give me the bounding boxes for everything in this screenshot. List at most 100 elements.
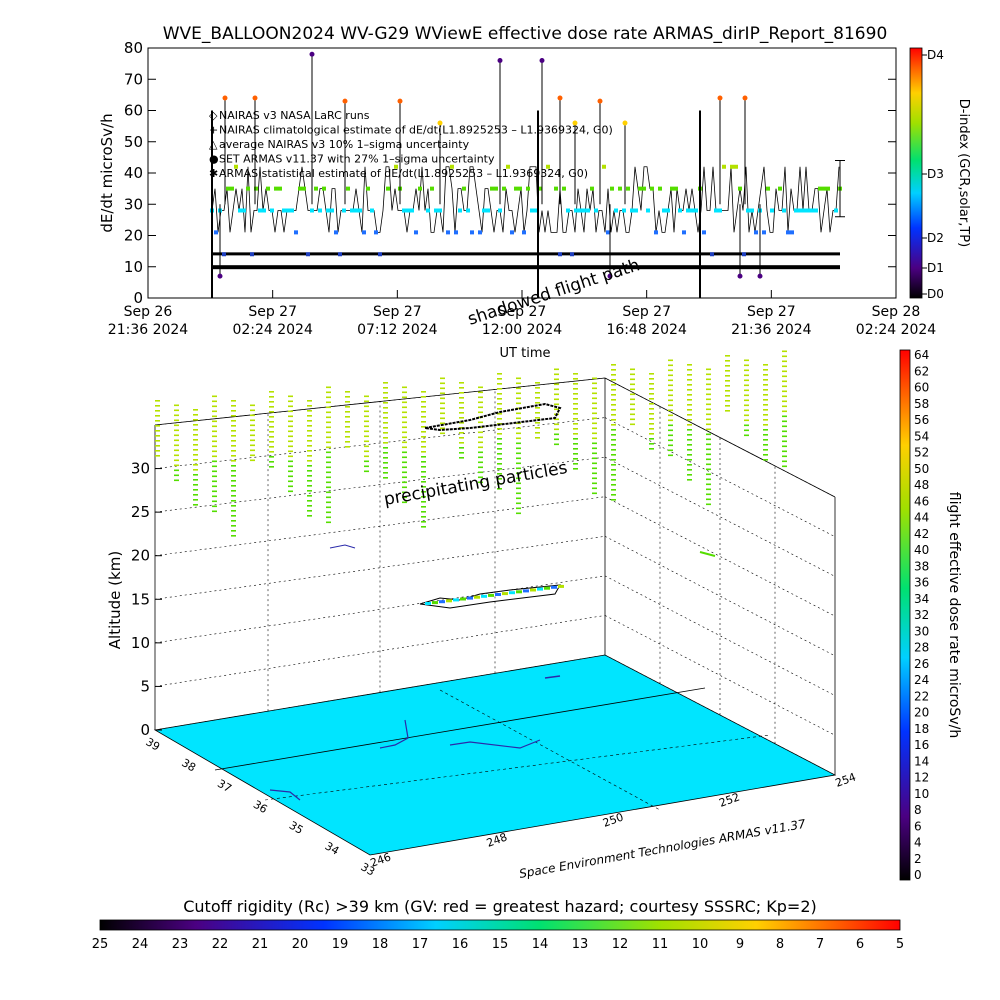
precip-dash [592, 447, 597, 450]
grid-line-back [154, 615, 606, 687]
precip-dash [668, 454, 673, 457]
flight-point [481, 594, 487, 598]
precip-dash [421, 421, 426, 423]
grid-line-right [604, 417, 836, 537]
dose-tick-label: 54 [914, 429, 929, 443]
armas-point [666, 208, 670, 213]
precip-dash [611, 419, 616, 421]
precip-dash [421, 466, 426, 468]
spike-point [437, 120, 443, 126]
precip-dash [288, 485, 293, 488]
precip-dash [307, 445, 312, 447]
precip-dash [250, 439, 255, 442]
bottom-tick-label: 16 [452, 937, 469, 952]
precip-dash [649, 423, 654, 425]
precip-dash [326, 451, 331, 454]
precip-dash [516, 457, 521, 460]
precip-dash [668, 419, 673, 422]
precip-dash [402, 421, 407, 424]
grid-line-back [154, 535, 606, 600]
precip-dash [231, 410, 236, 412]
precip-dash [497, 463, 502, 465]
precip-dash [155, 435, 160, 437]
armas-point [614, 208, 618, 213]
precip-dash [706, 488, 711, 491]
precip-dash [687, 404, 692, 406]
dose-tick-label: 64 [914, 348, 929, 362]
armas-point [526, 186, 530, 191]
precip-dash [326, 446, 331, 449]
precip-dash [326, 421, 331, 424]
legend-symbol: ✱ [209, 167, 218, 180]
armas-point [586, 208, 590, 213]
precip-dash [763, 459, 768, 461]
precip-dash [231, 450, 236, 452]
precip-dash [288, 460, 293, 463]
legend-entry: SET ARMAS v11.37 with 27% 1–sigma uncert… [219, 153, 495, 166]
armas-point [286, 208, 290, 213]
precip-dash [763, 419, 768, 421]
precip-dash [174, 464, 179, 467]
precip-dash [592, 397, 597, 400]
bottom-tick-label: 22 [212, 937, 229, 952]
precip-dash [193, 489, 198, 491]
precip-dash [326, 441, 331, 444]
armas-point [790, 230, 794, 235]
precip-dash [687, 429, 692, 431]
armas-point [430, 186, 434, 191]
precip-dash [516, 502, 521, 505]
precip-dash [687, 439, 692, 441]
precip-dash [497, 438, 502, 440]
precip-dash [649, 398, 654, 400]
precip-dash [383, 462, 388, 464]
dose-tick-label: 2 [914, 852, 922, 866]
armas-point [338, 252, 342, 257]
precip-dash [288, 415, 293, 418]
precip-dash [497, 393, 502, 395]
precip-dash [744, 359, 749, 362]
precip-dash [326, 456, 331, 459]
precip-dash [174, 449, 179, 452]
dose-colorbar-label: flight effective dose rate microSv/h [946, 492, 962, 738]
flight-point [425, 602, 431, 605]
precip-dash [535, 382, 540, 384]
legend-entry: ARMAS statistical estimate of dE/dt(L1.8… [219, 167, 588, 180]
precip-dash [307, 480, 312, 482]
precip-dash [554, 423, 559, 426]
precip-dash [421, 491, 426, 493]
precip-dash [706, 438, 711, 441]
armas-point [562, 186, 566, 191]
precip-dash [725, 410, 730, 412]
precip-dash [345, 411, 350, 413]
precip-dash [288, 450, 293, 453]
precip-dash [649, 403, 654, 405]
precip-dash [326, 461, 331, 464]
precip-dash [592, 487, 597, 490]
armas-point [710, 252, 714, 257]
precip-dash [193, 414, 198, 416]
armas-point [254, 186, 258, 191]
armas-point [310, 208, 314, 213]
armas-point [466, 208, 470, 213]
armas-point [514, 186, 518, 191]
nairas-climatology-line [212, 252, 840, 256]
armas-point [374, 230, 378, 235]
precip-dash [478, 406, 483, 409]
precip-dash [269, 431, 274, 433]
precip-dash [307, 465, 312, 467]
precip-dash [421, 506, 426, 508]
precip-dash [668, 359, 673, 362]
precip-dash [269, 426, 274, 428]
armas-point [358, 208, 362, 213]
armas-point [618, 186, 622, 191]
precip-dash [288, 455, 293, 458]
z-tick-label: 20 [131, 547, 150, 565]
precip-dash [288, 430, 293, 433]
precip-dash [402, 431, 407, 434]
precip-dash [516, 402, 521, 405]
dose-tick-label: 18 [914, 722, 929, 736]
precip-dash [250, 409, 255, 412]
precip-dash [174, 404, 179, 407]
armas-point [246, 186, 250, 191]
precip-dash [592, 377, 597, 380]
